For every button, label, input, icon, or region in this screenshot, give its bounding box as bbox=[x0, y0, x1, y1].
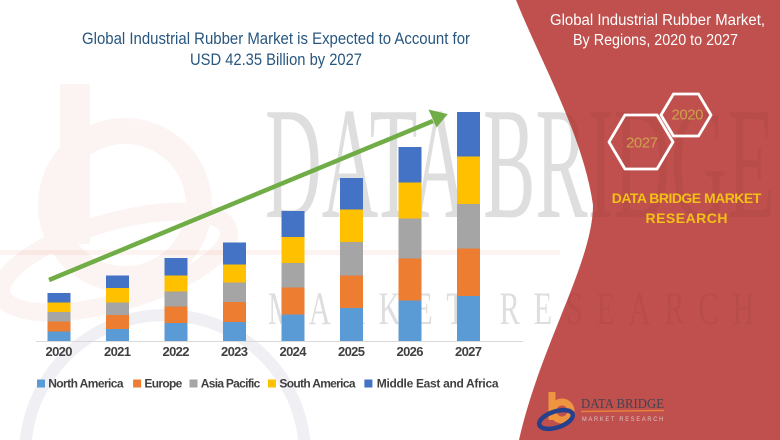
svg-text:USD 42.35 Billion by 2027: USD 42.35 Billion by 2027 bbox=[190, 51, 362, 69]
svg-text:2020: 2020 bbox=[672, 107, 704, 124]
svg-text:2027: 2027 bbox=[455, 344, 482, 359]
svg-text:Middle East and Africa: Middle East and Africa bbox=[377, 377, 499, 391]
svg-text:MARKET RESEARCH: MARKET RESEARCH bbox=[582, 416, 665, 423]
svg-text:2021: 2021 bbox=[104, 344, 131, 359]
svg-text:2024: 2024 bbox=[280, 344, 308, 359]
svg-text:Global Industrial Rubber Marke: Global Industrial Rubber Market is Expec… bbox=[82, 30, 470, 48]
svg-text:2025: 2025 bbox=[338, 344, 365, 359]
svg-text:South America: South America bbox=[279, 377, 355, 391]
svg-text:DATA BRIDGE MARKET: DATA BRIDGE MARKET bbox=[612, 190, 762, 206]
svg-text:Europe: Europe bbox=[144, 377, 182, 391]
svg-text:2022: 2022 bbox=[163, 344, 190, 359]
svg-text:RESEARCH: RESEARCH bbox=[646, 210, 728, 226]
svg-text:2020: 2020 bbox=[46, 344, 73, 359]
svg-text:2027: 2027 bbox=[626, 135, 658, 152]
svg-text:2023: 2023 bbox=[221, 344, 248, 359]
svg-text:Global Industrial Rubber Marke: Global Industrial Rubber Market, bbox=[550, 12, 765, 29]
svg-text:DATA BRIDGE: DATA BRIDGE bbox=[581, 397, 664, 412]
svg-text:2026: 2026 bbox=[397, 344, 424, 359]
svg-text:North America: North America bbox=[48, 377, 124, 391]
svg-text:By Regions, 2020 to 2027: By Regions, 2020 to 2027 bbox=[573, 32, 738, 49]
svg-text:Asia Pacific: Asia Pacific bbox=[201, 377, 261, 391]
